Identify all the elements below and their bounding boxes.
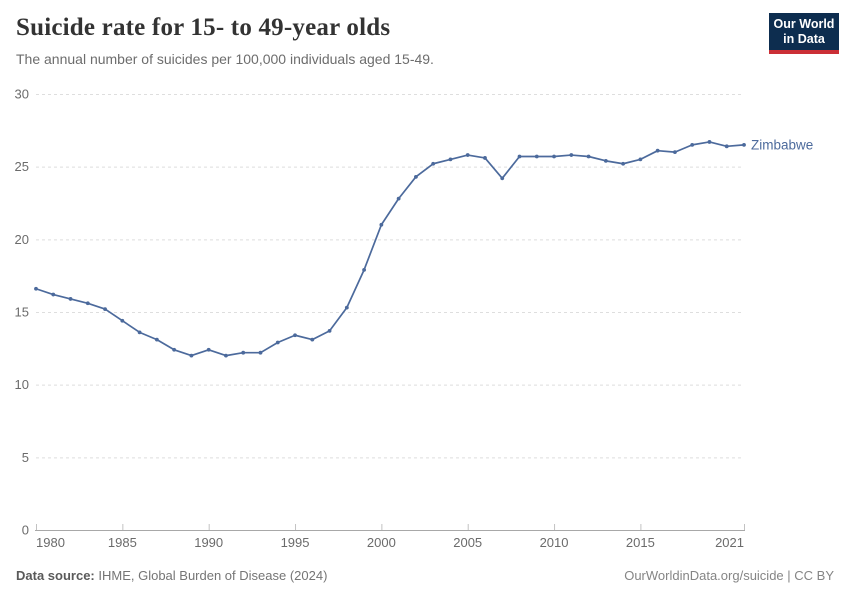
x-axis-label-1990: 1990 <box>194 535 223 550</box>
owid-logo-line2: in Data <box>783 32 825 46</box>
x-axis-label-1980: 1980 <box>36 535 65 550</box>
y-axis-label-15: 15 <box>15 305 29 320</box>
data-point-zimbabwe-1981[interactable] <box>51 292 56 297</box>
y-axis-label-5: 5 <box>22 450 29 465</box>
data-point-zimbabwe-2019[interactable] <box>707 140 712 144</box>
data-point-zimbabwe-1995[interactable] <box>293 333 297 338</box>
chart-subtitle: The annual number of suicides per 100,00… <box>16 51 434 67</box>
data-point-zimbabwe-2001[interactable] <box>396 196 401 201</box>
owid-logo: Our World in Data <box>769 13 839 54</box>
data-point-zimbabwe-2012[interactable] <box>586 154 591 159</box>
y-axis-label-0: 0 <box>22 523 29 538</box>
data-point-zimbabwe-2005[interactable] <box>465 153 470 157</box>
data-point-zimbabwe-1986[interactable] <box>137 330 142 335</box>
series-label-zimbabwe: Zimbabwe <box>751 137 813 152</box>
chart-footer: Data source: IHME, Global Burden of Dise… <box>16 568 834 583</box>
credit-link[interactable]: OurWorldinData.org/suicide | CC BY <box>624 568 834 583</box>
series-line-zimbabwe[interactable] <box>35 141 745 357</box>
x-axis-label-2005: 2005 <box>453 535 482 550</box>
data-point-zimbabwe-2020[interactable] <box>724 144 729 149</box>
data-point-zimbabwe-2004[interactable] <box>448 157 453 162</box>
owid-logo-line1: Our World <box>773 17 835 31</box>
data-point-zimbabwe-1993[interactable] <box>258 350 263 355</box>
data-source-text: IHME, Global Burden of Disease (2024) <box>94 568 328 583</box>
data-point-zimbabwe-2016[interactable] <box>655 148 660 153</box>
data-point-zimbabwe-1988[interactable] <box>172 347 177 352</box>
data-point-zimbabwe-2006[interactable] <box>483 156 487 160</box>
data-point-zimbabwe-1983[interactable] <box>85 301 90 306</box>
y-axis-label-10: 10 <box>15 377 29 392</box>
data-point-zimbabwe-2014[interactable] <box>621 161 626 166</box>
data-point-zimbabwe-2018[interactable] <box>690 142 695 147</box>
y-axis-label-20: 20 <box>15 232 29 247</box>
data-point-zimbabwe-2002[interactable] <box>414 174 418 179</box>
data-point-zimbabwe-1990[interactable] <box>206 347 211 352</box>
x-axis-label-2010: 2010 <box>540 535 569 550</box>
data-point-zimbabwe-1999[interactable] <box>362 267 366 272</box>
data-point-zimbabwe-2021[interactable] <box>742 142 746 147</box>
data-point-zimbabwe-2007[interactable] <box>500 176 505 181</box>
data-point-zimbabwe-2017[interactable] <box>673 150 677 155</box>
x-axis-label-2021: 2021 <box>715 535 744 550</box>
x-axis-label-2015: 2015 <box>626 535 655 550</box>
page-title: Suicide rate for 15- to 49-year olds <box>16 14 391 41</box>
data-point-zimbabwe-1980[interactable] <box>34 286 38 291</box>
data-point-zimbabwe-1991[interactable] <box>224 353 228 358</box>
x-axis-label-2000: 2000 <box>367 535 396 550</box>
data-source: Data source: IHME, Global Burden of Dise… <box>16 568 327 583</box>
data-point-zimbabwe-2011[interactable] <box>569 153 574 157</box>
data-point-zimbabwe-2009[interactable] <box>534 154 539 159</box>
data-point-zimbabwe-2003[interactable] <box>431 161 436 166</box>
data-point-zimbabwe-1996[interactable] <box>310 337 315 342</box>
data-point-zimbabwe-1984[interactable] <box>103 307 107 311</box>
x-axis-label-1985: 1985 <box>108 535 137 550</box>
data-point-zimbabwe-1987[interactable] <box>154 337 159 342</box>
data-point-zimbabwe-1997[interactable] <box>327 328 332 333</box>
data-point-zimbabwe-2008[interactable] <box>517 154 522 159</box>
data-point-zimbabwe-1982[interactable] <box>68 297 73 301</box>
data-point-zimbabwe-1989[interactable] <box>189 353 194 358</box>
data-source-label: Data source: <box>16 568 95 583</box>
data-point-zimbabwe-2010[interactable] <box>552 154 556 159</box>
data-point-zimbabwe-2013[interactable] <box>603 158 608 163</box>
data-point-zimbabwe-1985[interactable] <box>120 318 125 323</box>
data-point-zimbabwe-2015[interactable] <box>638 157 643 162</box>
data-point-zimbabwe-2000[interactable] <box>379 222 384 227</box>
data-point-zimbabwe-1998[interactable] <box>344 305 349 310</box>
y-axis-label-25: 25 <box>15 159 29 174</box>
data-point-zimbabwe-1992[interactable] <box>241 350 246 355</box>
y-axis-label-30: 30 <box>15 87 29 102</box>
data-point-zimbabwe-1994[interactable] <box>275 340 280 345</box>
x-axis-label-1995: 1995 <box>281 535 310 550</box>
